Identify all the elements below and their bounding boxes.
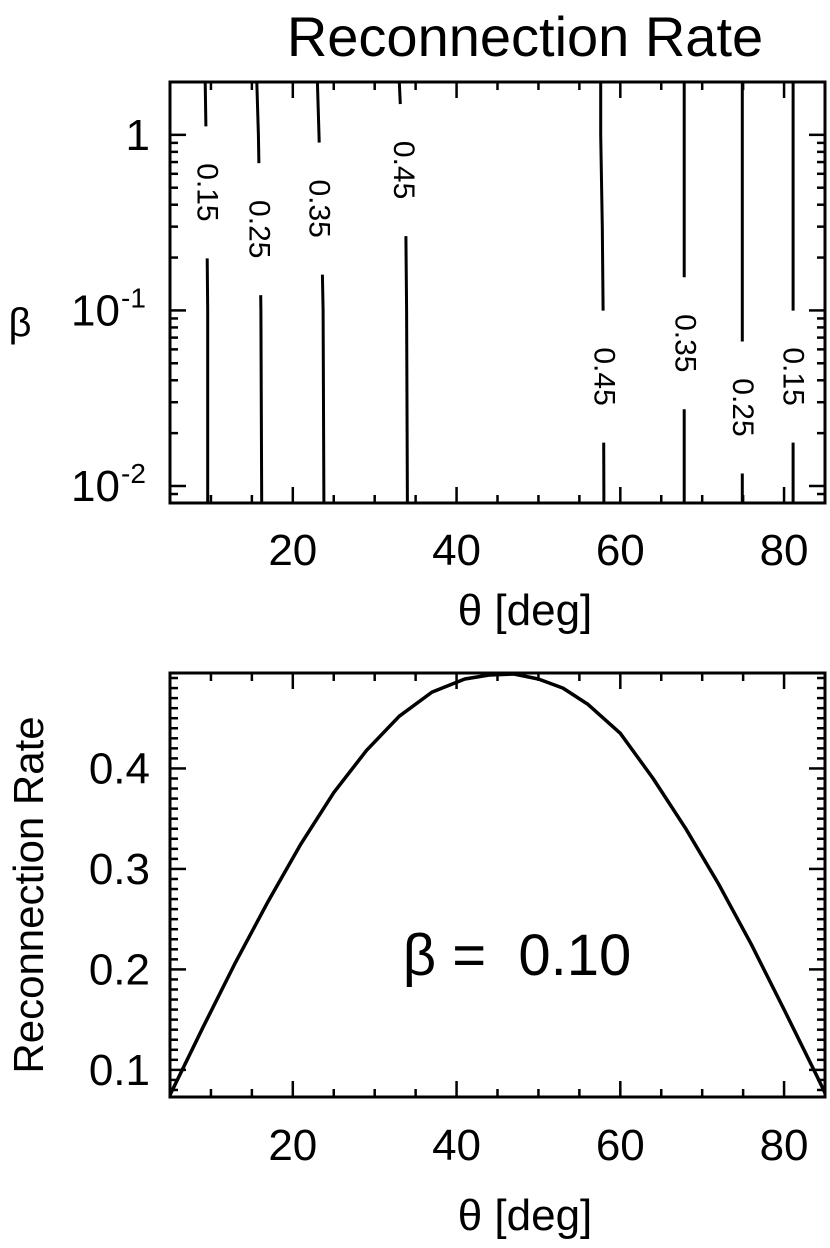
beta-annotation: β = 0.10	[403, 923, 631, 988]
line-y-tick-labels: 0.1 0.2 0.3 0.4	[89, 744, 150, 1094]
contour-y-tick-labels: 10 -210 -11	[71, 111, 150, 511]
line-y-axis-label: Reconnection Rate	[5, 716, 52, 1073]
y-tick-label: 1	[126, 111, 150, 160]
y-tick-label: 0.1	[89, 1046, 150, 1095]
contour-label: 0.35	[303, 179, 336, 237]
contour-label: 0.45	[387, 141, 420, 199]
x-tick-label: 80	[760, 1121, 809, 1170]
contour-label: 0.45	[587, 347, 620, 405]
contour-line-0.25	[255, 81, 261, 164]
contour-line-0.45	[599, 82, 605, 311]
contour-y-ticks	[170, 80, 825, 505]
line-y-ticks	[170, 676, 825, 1092]
x-tick-label: 60	[596, 526, 645, 575]
contour-line-0.45	[404, 236, 409, 504]
contour-label: 0.25	[726, 378, 759, 436]
line-x-tick-labels: 20 40 60 80	[268, 1121, 808, 1170]
contour-x-axis-label: θ [deg]	[458, 586, 593, 635]
y-tick-label: 0.2	[89, 945, 150, 994]
contour-line-0.15	[205, 258, 210, 503]
y-tick-label: 10	[71, 286, 120, 335]
contour-label: 0.15	[777, 347, 810, 405]
line-x-ticks	[209, 673, 786, 1097]
contour-line-0.25	[259, 295, 264, 504]
contour-label: 0.35	[668, 314, 701, 372]
contour-line-0.45	[397, 81, 402, 105]
line-panel: 0.1 0.2 0.3 0.4 20 40 60 80 β = 0.10 Reconnect…	[5, 671, 827, 1240]
x-tick-label: 40	[432, 526, 481, 575]
y-tick-label: 10	[71, 462, 120, 511]
contour-title: Reconnection Rate	[287, 5, 763, 68]
x-tick-label: 20	[268, 1121, 317, 1170]
contour-line-0.35	[320, 274, 326, 504]
contour-line-0.35	[315, 81, 321, 143]
contour-y-axis-label: β	[8, 301, 31, 345]
x-tick-label: 60	[596, 1121, 645, 1170]
x-tick-label: 40	[432, 1121, 481, 1170]
contour-label: 0.15	[190, 163, 223, 221]
contour-lines: 0.15 0.25 0.35 0.45 0.45 0.35 0.25 0.15	[190, 81, 810, 504]
contour-x-tick-labels: 20 40 60 80	[268, 526, 808, 575]
contour-plot-frame	[168, 80, 827, 505]
y-tick-label: 0.4	[89, 744, 150, 793]
y-tick-label-exponent: -1	[121, 282, 146, 313]
contour-x-ticks	[209, 82, 786, 503]
y-tick-label-exponent: -2	[121, 458, 146, 489]
x-tick-label: 20	[268, 526, 317, 575]
contour-panel: Reconnection Rate 0.150.25 0.350.450.450.…	[8, 5, 827, 635]
x-tick-label: 80	[760, 526, 809, 575]
line-plot-frame	[168, 671, 827, 1099]
y-tick-label: 0.3	[89, 845, 150, 894]
reconnection-rate-curve	[168, 672, 827, 1096]
line-x-axis-label: θ [deg]	[458, 1191, 593, 1240]
contour-label: 0.25	[243, 200, 276, 258]
contour-line-0.15	[203, 81, 208, 127]
